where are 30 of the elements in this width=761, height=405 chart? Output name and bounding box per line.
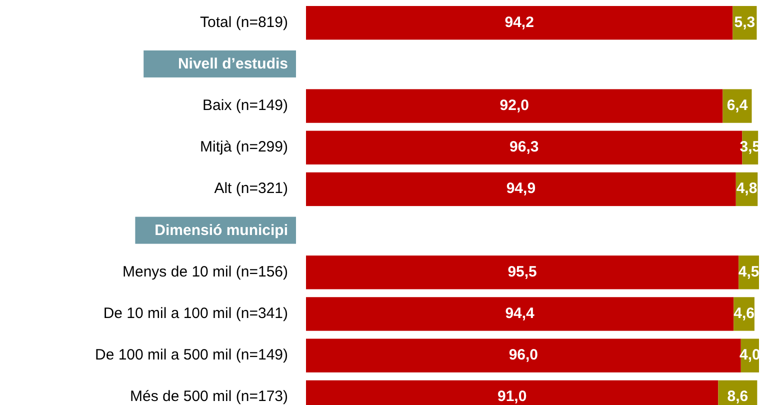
data-label: 91,0 — [498, 388, 527, 405]
y-tick-label: Mitjà (n=299) — [200, 138, 288, 156]
data-label: 6,4 — [726, 96, 748, 114]
bar — [306, 338, 741, 372]
y-tick-label: Total (n=819) — [200, 14, 288, 31]
y-tick-label: Dimensió municipi — [154, 222, 288, 239]
data-label: 5,3 — [734, 14, 756, 31]
data-label: 94,2 — [504, 14, 534, 31]
y-tick-label: Menys de 10 mil (n=156) — [122, 263, 288, 280]
data-label: 96,0 — [508, 346, 538, 364]
bar — [306, 6, 733, 40]
bar — [306, 297, 734, 331]
data-label: 96,3 — [510, 138, 539, 156]
bar — [306, 256, 739, 290]
bar — [306, 89, 723, 123]
data-label: 4,5 — [738, 263, 760, 280]
y-tick-label: Alt (n=321) — [214, 180, 288, 198]
y-tick-label: Nivell d’estudis — [178, 55, 288, 72]
y-tick-label: De 10 mil a 100 mil (n=341) — [103, 304, 288, 322]
data-label: 94,4 — [505, 304, 536, 322]
y-tick-label: De 100 mil a 500 mil (n=149) — [94, 346, 288, 364]
data-label: 4,6 — [734, 304, 754, 322]
bar — [306, 172, 736, 206]
y-tick-label: Baix (n=149) — [202, 96, 288, 114]
data-label: 8,6 — [727, 388, 748, 405]
y-tick-label: Més de 500 mil (n=173) — [130, 388, 288, 405]
data-label: 4,8 — [736, 180, 758, 198]
data-label: 95,5 — [508, 263, 537, 280]
data-label: 94,9 — [506, 180, 536, 198]
data-label: 92,0 — [500, 96, 529, 114]
